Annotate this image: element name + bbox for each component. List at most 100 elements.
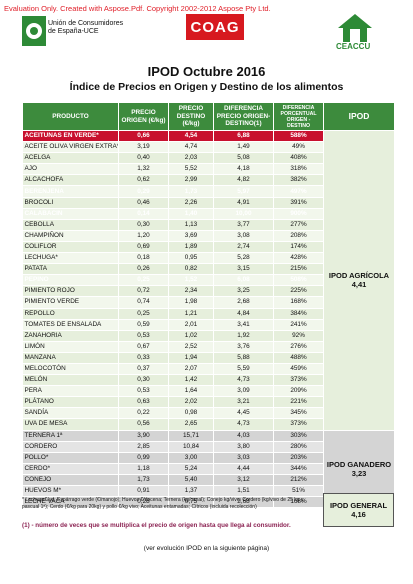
value-cell: 4,03 bbox=[213, 430, 274, 442]
value-cell: 3,76 bbox=[213, 341, 274, 353]
coag-logo: COAG bbox=[186, 14, 244, 40]
product-cell: PEPINO bbox=[22, 274, 119, 287]
value-cell: 508% bbox=[273, 274, 324, 287]
value-cell: 51% bbox=[273, 485, 324, 498]
value-cell: 1,73 bbox=[118, 474, 169, 487]
price-table: PRODUCTO PRECIO ORIGEN (€/kg) PRECIO DESTI… bbox=[22, 102, 395, 509]
product-cell: HUEVOS M* bbox=[22, 485, 119, 498]
table-row: COLIFLOR 0,69 1,89 2,74 174% bbox=[22, 241, 395, 254]
product-cell: LECHE VACA bbox=[22, 496, 119, 509]
value-cell: 0,30 bbox=[118, 219, 169, 231]
value-cell: 1,37 bbox=[168, 485, 214, 498]
product-cell: CALABACIN bbox=[22, 208, 119, 220]
value-cell: 3,69 bbox=[168, 230, 214, 242]
value-cell: 3,77 bbox=[213, 219, 274, 231]
value-cell: 0,63 bbox=[118, 396, 169, 409]
value-cell: 3,25 bbox=[213, 285, 274, 298]
title: IPOD Octubre 2016 bbox=[147, 64, 266, 79]
product-cell: ZANAHORIA bbox=[22, 330, 119, 342]
value-cell: 2,99 bbox=[168, 174, 214, 187]
table-row: MELOCOTÓN 0,37 2,07 5,59 459% bbox=[22, 363, 395, 376]
value-cell: 0,29 bbox=[118, 185, 169, 198]
value-cell: 277% bbox=[273, 219, 324, 231]
value-cell: 459% bbox=[273, 363, 324, 376]
value-cell: 0,53 bbox=[118, 330, 169, 342]
value-cell: 318% bbox=[273, 163, 324, 176]
value-cell: 3,00 bbox=[168, 452, 214, 464]
value-cell: 0,28 bbox=[118, 496, 169, 509]
value-cell: 0,67 bbox=[118, 341, 169, 353]
value-cell: 0,26 bbox=[118, 263, 169, 276]
table-row: PIMIENTO ROJO 0,72 2,34 3,25 225% bbox=[22, 285, 395, 298]
table-row: PLÁTANO 0,63 2,02 3,21 221% bbox=[22, 396, 395, 409]
value-cell: 2,74 bbox=[213, 241, 274, 254]
ipod-general-label: IPOD GENERAL bbox=[329, 501, 388, 510]
value-cell: 174% bbox=[273, 241, 324, 254]
value-cell: 5,52 bbox=[168, 163, 214, 176]
table-row: LIMÓN 0,67 2,52 3,76 276% bbox=[22, 341, 395, 353]
value-cell: 1,40 bbox=[168, 208, 214, 220]
value-cell: 5,28 bbox=[213, 252, 274, 265]
value-cell: 2,02 bbox=[168, 396, 214, 409]
value-cell: 428% bbox=[273, 252, 324, 265]
value-cell: 4,73 bbox=[213, 418, 274, 431]
product-cell: MELOCOTÓN bbox=[22, 363, 119, 376]
value-cell: 900% bbox=[273, 208, 324, 220]
value-cell: 0,74 bbox=[118, 296, 169, 309]
value-cell: 373% bbox=[273, 374, 324, 387]
product-cell: COLIFLOR bbox=[22, 241, 119, 254]
value-cell: 0,30 bbox=[118, 374, 169, 387]
value-cell: 5,40 bbox=[168, 474, 214, 487]
table-row: LECHUGA* 0,18 0,95 5,28 428% bbox=[22, 252, 395, 265]
table-row: PIMIENTO VERDE 0,74 1,98 2,68 168% bbox=[22, 296, 395, 309]
value-cell: 2,01 bbox=[168, 319, 214, 331]
value-cell: 3,80 bbox=[213, 441, 274, 453]
table-row: UVA DE MESA 0,56 2,65 4,73 373% bbox=[22, 418, 395, 431]
subtitle: Índice de Precios en Origen y Destino de… bbox=[69, 81, 344, 93]
value-cell: 0,40 bbox=[118, 152, 169, 165]
value-cell: 2,68 bbox=[213, 296, 274, 309]
column-header: PRECIO DESTINO (€/kg) bbox=[168, 102, 214, 131]
value-cell: 4,84 bbox=[213, 308, 274, 320]
column-header: DIFERENCIA PORCENTUAL ORIGEN - DESTINO bbox=[273, 102, 324, 131]
value-cell: 0,82 bbox=[168, 263, 214, 276]
value-cell: 1,13 bbox=[168, 219, 214, 231]
value-cell: 2,34 bbox=[168, 285, 214, 298]
value-cell: 0,72 bbox=[118, 285, 169, 298]
value-cell: 0,18 bbox=[118, 252, 169, 265]
table-row: ACEITE OLIVA VIRGEN EXTRA* 3,19 4,74 1,49 49… bbox=[22, 141, 395, 154]
product-cell: PIMIENTO ROJO bbox=[22, 285, 119, 298]
value-cell: 0,75 bbox=[168, 496, 214, 509]
ipod-value: 4,41 bbox=[351, 280, 367, 290]
product-cell: REPOLLO bbox=[22, 308, 119, 320]
product-cell: PIMIENTO VERDE bbox=[22, 296, 119, 309]
table-row: HUEVOS M* 0,91 1,37 1,51 51% bbox=[22, 485, 395, 498]
table-row: AJO 1,32 5,52 4,18 318% bbox=[22, 163, 395, 176]
value-cell: 2,65 bbox=[168, 418, 214, 431]
value-cell: 1,49 bbox=[213, 141, 274, 154]
table-row: BROCOLI 0,46 2,26 4,91 391% bbox=[22, 197, 395, 209]
value-cell: 0,91 bbox=[118, 485, 169, 498]
value-cell: 1,18 bbox=[118, 463, 169, 475]
product-cell: SANDÍA bbox=[22, 407, 119, 420]
uce-name: Unión de Consumidores de España-UCE bbox=[48, 20, 124, 35]
table-row: ACELGA 0,40 2,03 5,08 408% bbox=[22, 152, 395, 165]
value-cell: 5,97 bbox=[213, 185, 274, 198]
table-row: TOMATES DE ENSALADA 0,59 2,01 3,41 241% bbox=[22, 319, 395, 331]
value-cell: 0,95 bbox=[168, 252, 214, 265]
value-cell: 0,14 bbox=[118, 208, 169, 220]
value-cell: 2,52 bbox=[168, 341, 214, 353]
value-cell: 3,21 bbox=[213, 396, 274, 409]
product-cell: BERENJENA bbox=[22, 185, 119, 198]
table-row: ALCACHOFA 0,62 2,99 4,82 382% bbox=[22, 174, 395, 187]
value-cell: 344% bbox=[273, 463, 324, 475]
value-cell: 280% bbox=[273, 441, 324, 453]
value-cell: 1,42 bbox=[168, 374, 214, 387]
value-cell: 345% bbox=[273, 407, 324, 420]
product-cell: ACELGA bbox=[22, 152, 119, 165]
value-cell: 0,33 bbox=[118, 352, 169, 364]
column-header: DIFERENCIA PRECIO ORIGEN-DESTINO(1) bbox=[213, 102, 274, 131]
value-cell: 6,08 bbox=[213, 274, 274, 287]
ipod-label: IPOD GANADERO bbox=[326, 459, 392, 469]
